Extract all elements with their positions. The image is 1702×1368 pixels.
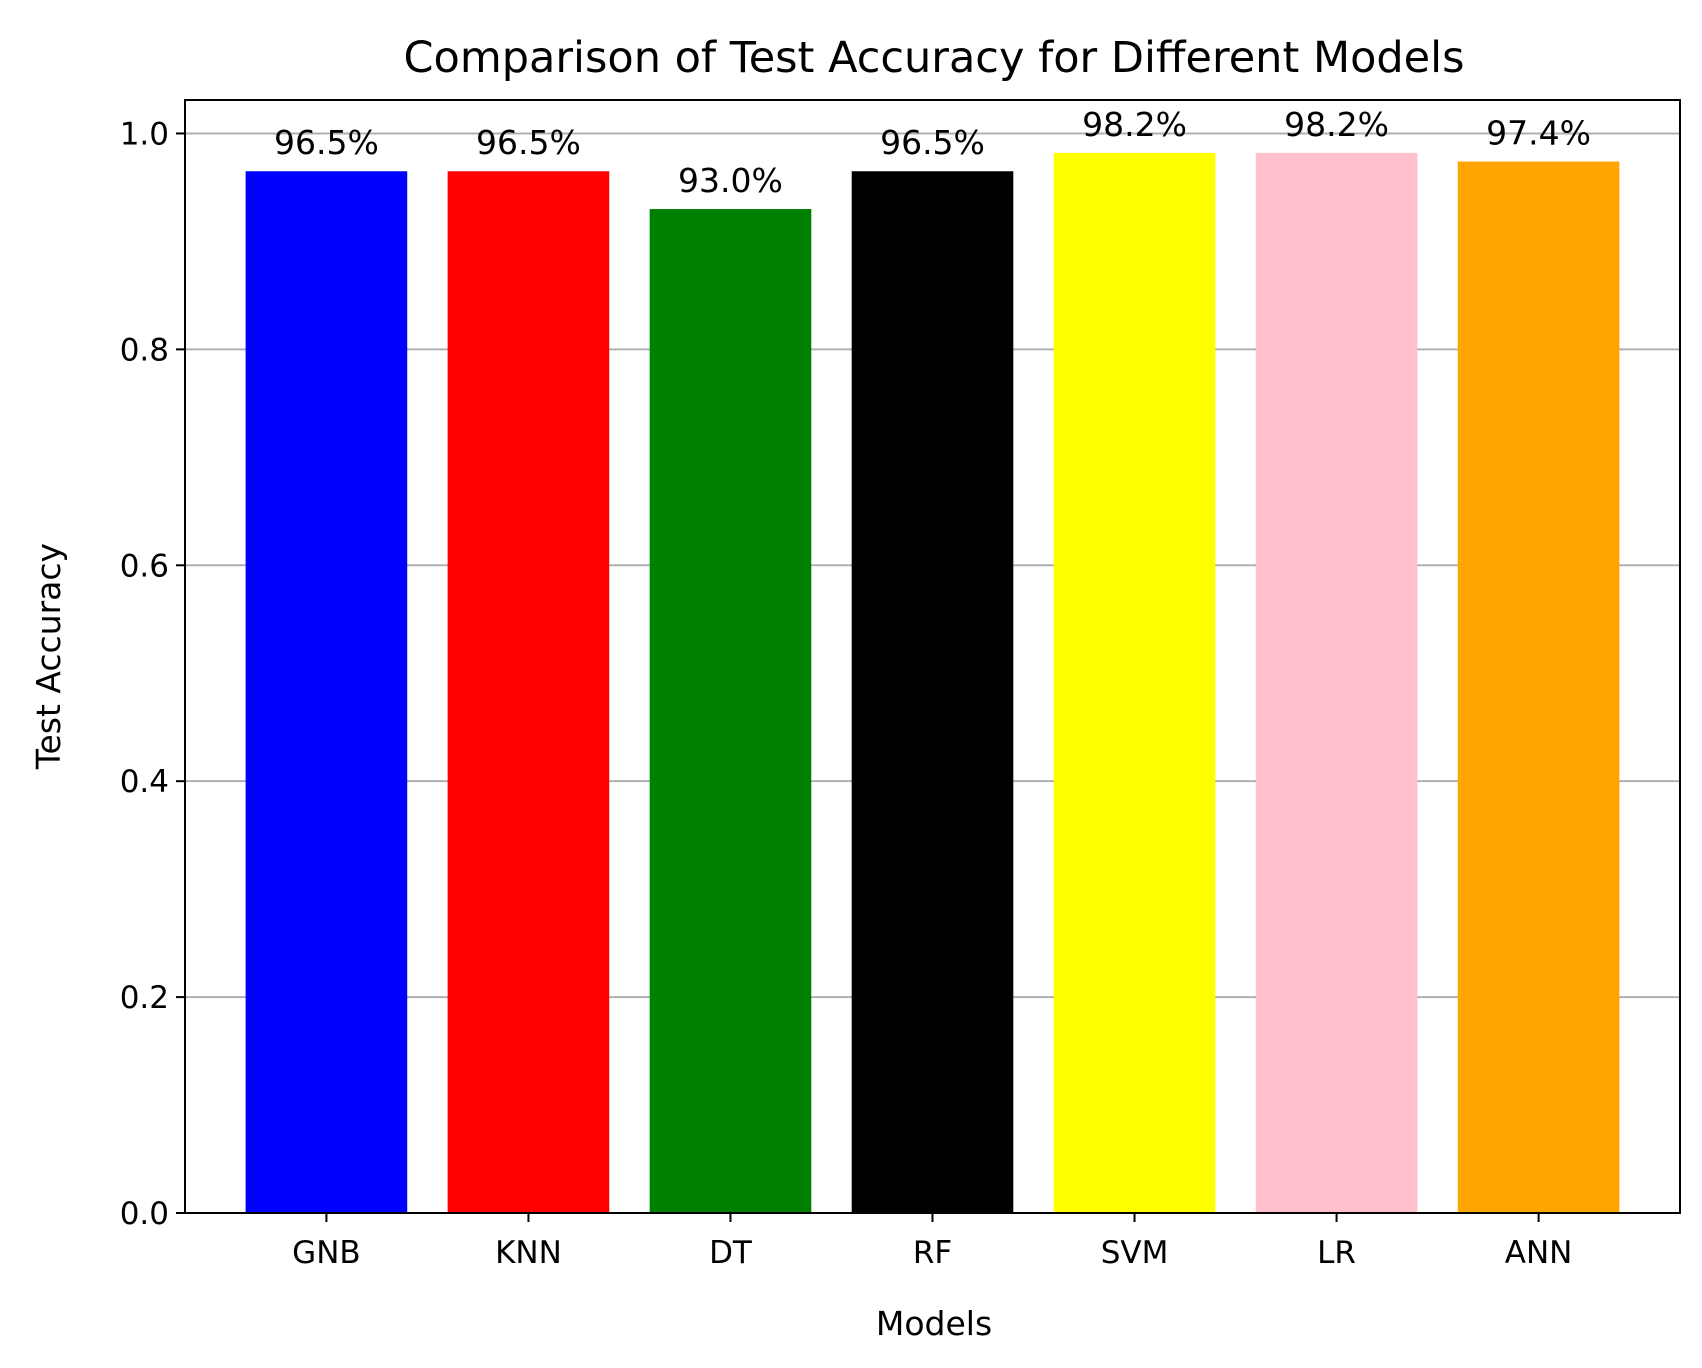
chart-title: Comparison of Test Accuracy for Differen… (404, 33, 1465, 83)
bar-knn (447, 171, 610, 1213)
bar-dt (649, 209, 812, 1214)
y-axis-label: Test Accuracy (29, 543, 68, 770)
data-label-dt: 93.0% (678, 161, 783, 200)
x-tick-label-gnb: GNB (292, 1235, 360, 1271)
x-tick-label-dt: DT (709, 1235, 753, 1271)
x-tick-label-ann: ANN (1505, 1235, 1573, 1271)
data-label-knn: 96.5% (476, 123, 581, 162)
y-tick-label: 0.0 (120, 1196, 169, 1232)
y-tick-label: 0.6 (120, 548, 169, 584)
bars (245, 152, 1620, 1214)
y-tick-label: 1.0 (120, 116, 169, 152)
x-tick-label-rf: RF (913, 1235, 952, 1271)
bar-lr (1255, 152, 1418, 1213)
y-tick-label: 0.4 (120, 764, 169, 800)
data-label-lr: 98.2% (1284, 105, 1389, 144)
data-labels: 96.5% 96.5% 93.0% 96.5% 98.2% 98.2% 97.4% (274, 105, 1591, 200)
y-tick-label: 0.8 (120, 332, 169, 368)
x-axis-label: Models (876, 1304, 992, 1343)
data-label-rf: 96.5% (880, 123, 985, 162)
y-axis-ticks: 0.0 0.2 0.4 0.6 0.8 1.0 (120, 116, 185, 1232)
bar-svm (1053, 152, 1216, 1213)
x-tick-label-lr: LR (1317, 1235, 1356, 1271)
x-tick-label-knn: KNN (495, 1235, 562, 1271)
data-label-svm: 98.2% (1082, 105, 1187, 144)
bar-ann (1457, 161, 1620, 1214)
x-axis-ticks: GNB KNN DT RF SVM LR ANN (292, 1213, 1572, 1271)
data-label-ann: 97.4% (1486, 114, 1591, 153)
y-tick-label: 0.2 (120, 980, 169, 1016)
bar-rf (851, 171, 1014, 1213)
data-label-gnb: 96.5% (274, 123, 379, 162)
bar-gnb (245, 171, 408, 1213)
x-tick-label-svm: SVM (1101, 1235, 1169, 1271)
